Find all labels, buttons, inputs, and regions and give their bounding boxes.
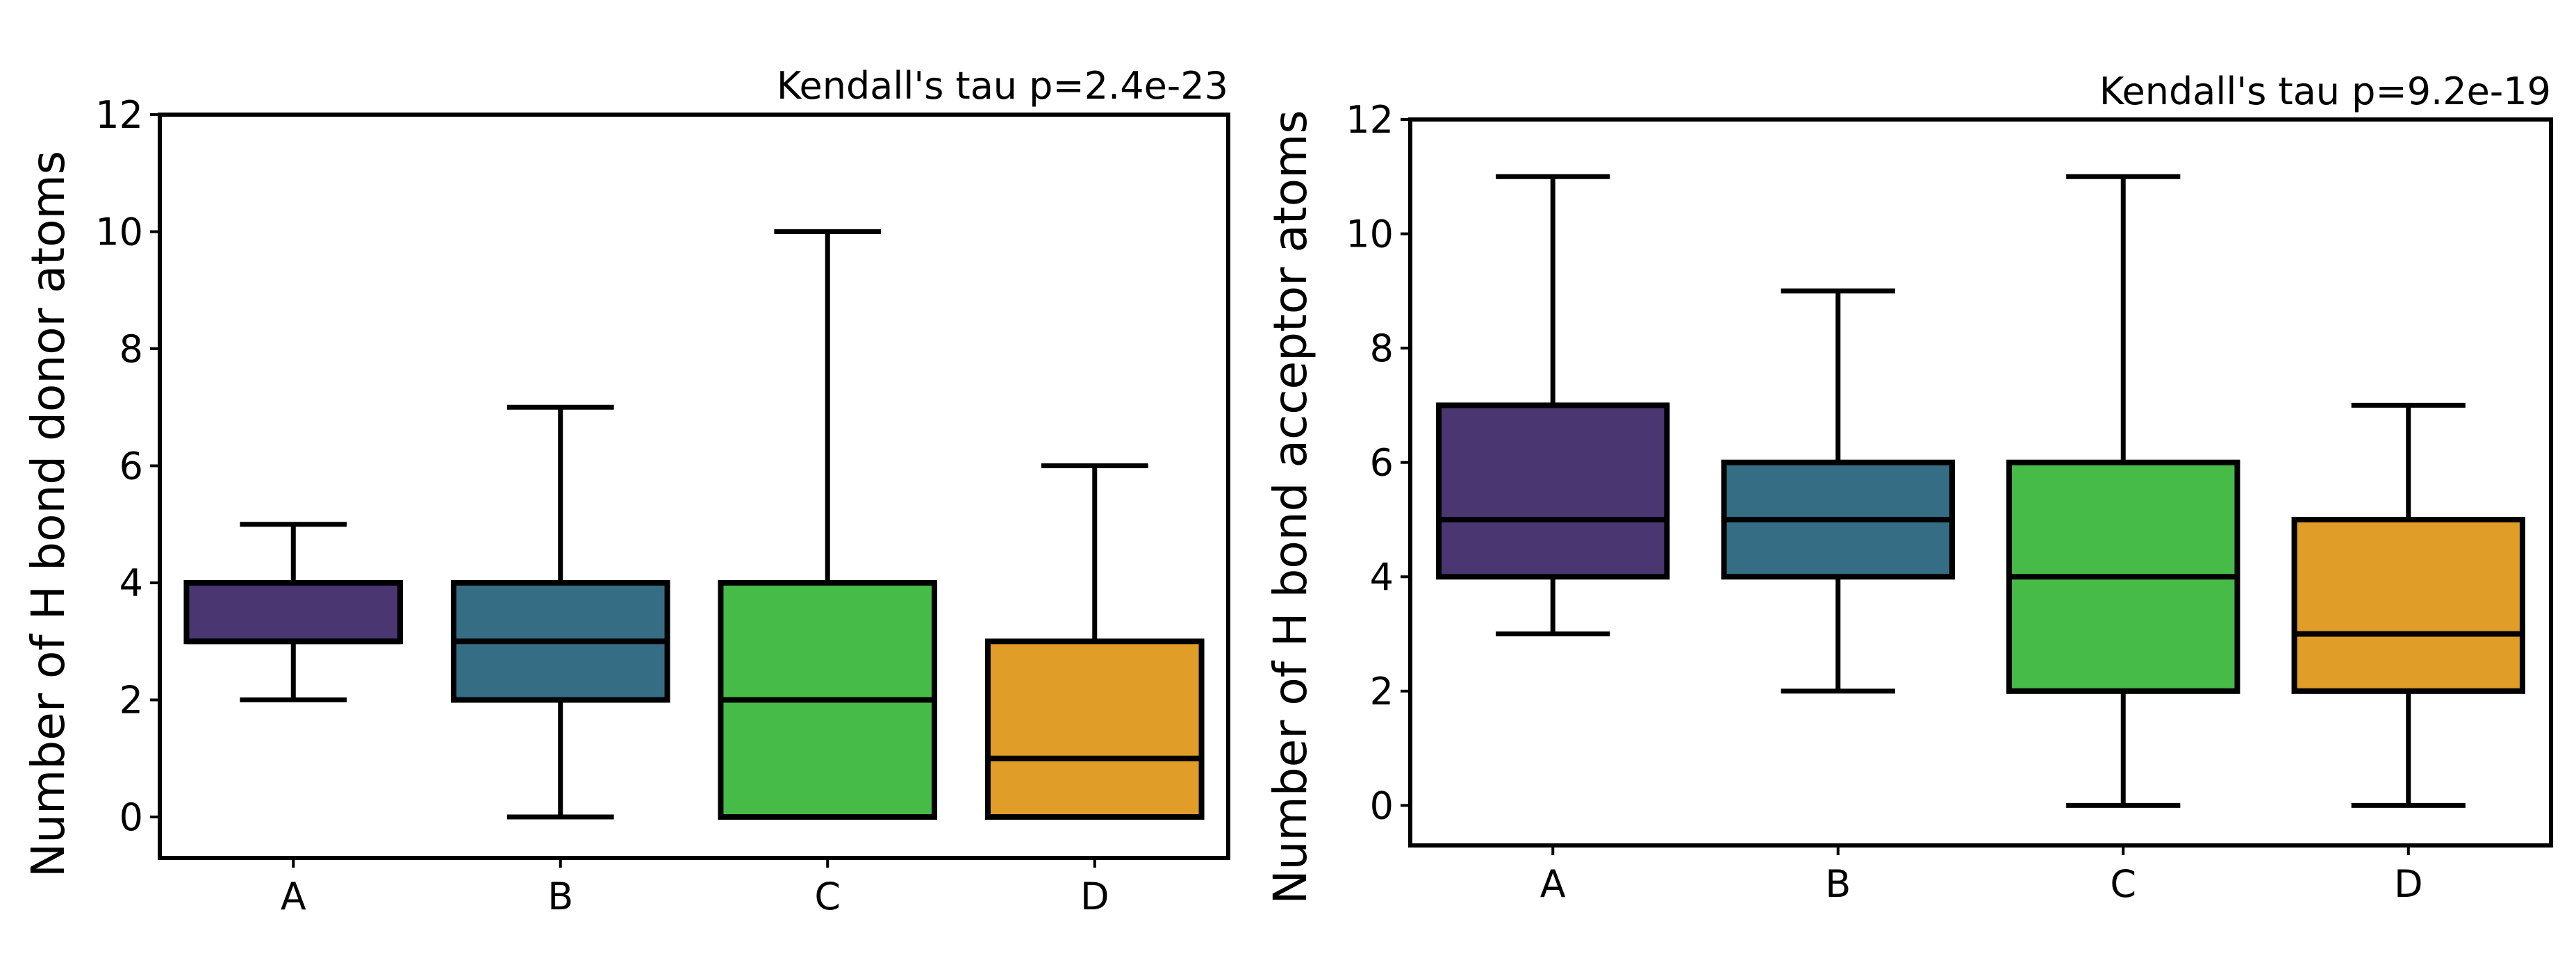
donor-box-C (718, 229, 938, 820)
donor-iqr-box-D (984, 638, 1205, 820)
donor-y-axis-label: Number of H bond donor atoms (22, 151, 75, 877)
donor-x-tick-label-D: D (1080, 875, 1109, 918)
donor-boxplot-panel: Kendall's tau p=2.4e-23 Number of H bond… (22, 64, 1230, 918)
donor-y-tick-label-2: 2 (119, 679, 143, 722)
donor-y-tick-label-4: 4 (119, 561, 143, 605)
acceptor-box-C (2006, 174, 2240, 808)
donor-y-tick-label-12: 12 (95, 93, 143, 137)
donor-box-A (183, 522, 404, 703)
acceptor-box-B (1721, 288, 1955, 694)
acceptor-x-tick-label-B: B (1825, 862, 1851, 906)
donor-box-marks (183, 229, 1205, 820)
donor-axis-ticks: A B C D 0 2 4 6 8 10 12 (95, 93, 1109, 918)
acceptor-y-tick-label-6: 6 (1370, 441, 1394, 485)
acceptor-y-tick-label-2: 2 (1370, 670, 1394, 713)
acceptor-boxplot-panel: Kendall's tau p=9.2e-19 Number of H bond… (1264, 69, 2553, 906)
donor-box-D (984, 463, 1205, 820)
acceptor-y-tick-label-10: 10 (1346, 213, 1394, 256)
donor-box-B (450, 404, 670, 820)
acceptor-kendall-annotation: Kendall's tau p=9.2e-19 (2099, 69, 2551, 113)
acceptor-iqr-box-D (2291, 516, 2525, 694)
donor-x-tick-label-C: C (814, 875, 841, 918)
donor-y-tick-label-6: 6 (119, 445, 143, 488)
donor-y-tick-label-0: 0 (119, 795, 143, 839)
acceptor-box-A (1436, 174, 1670, 637)
acceptor-x-tick-label-A: A (1540, 862, 1566, 906)
donor-x-tick-label-A: A (281, 875, 306, 918)
donor-iqr-box-A (183, 580, 404, 645)
acceptor-x-tick-label-C: C (2110, 862, 2136, 906)
donor-kendall-annotation: Kendall's tau p=2.4e-23 (777, 64, 1228, 108)
acceptor-axis-ticks: A B C D 0 2 4 6 8 10 12 (1346, 98, 2422, 906)
acceptor-box-marks (1436, 174, 2525, 808)
acceptor-y-tick-label-12: 12 (1346, 98, 1394, 142)
acceptor-y-tick-label-4: 4 (1370, 555, 1394, 599)
acceptor-box-D (2291, 402, 2525, 808)
donor-y-tick-label-8: 8 (119, 327, 143, 371)
acceptor-iqr-box-A (1436, 402, 1670, 580)
acceptor-plot-frame (1408, 117, 2553, 848)
acceptor-y-tick-label-8: 8 (1370, 327, 1394, 370)
donor-plot-frame (158, 113, 1230, 860)
acceptor-x-tick-label-D: D (2394, 862, 2423, 906)
donor-x-tick-label-B: B (547, 875, 573, 918)
acceptor-y-axis-label: Number of H bond acceptor atoms (1264, 110, 1317, 904)
donor-y-tick-label-10: 10 (95, 210, 143, 254)
acceptor-y-tick-label-0: 0 (1370, 784, 1394, 827)
